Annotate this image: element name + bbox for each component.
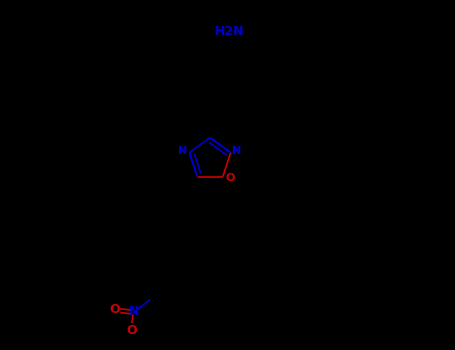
Text: O: O bbox=[126, 323, 137, 337]
Text: H2N: H2N bbox=[214, 25, 244, 38]
Text: O: O bbox=[110, 302, 120, 316]
Text: O: O bbox=[225, 173, 234, 183]
Text: N: N bbox=[128, 305, 139, 318]
Text: N: N bbox=[233, 146, 242, 156]
Text: N: N bbox=[178, 146, 187, 156]
